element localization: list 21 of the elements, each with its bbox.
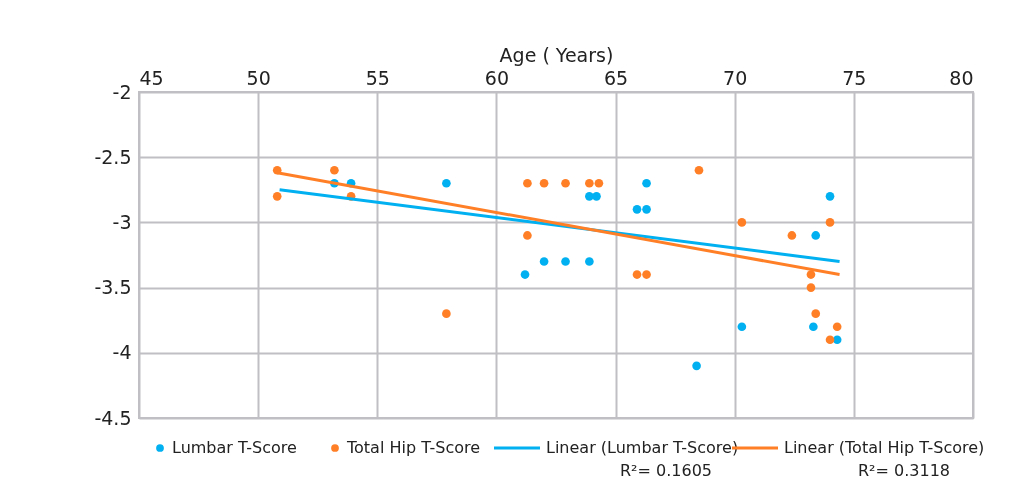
legend-label: Linear (Total Hip T-Score) [784, 438, 985, 457]
legend-label: Linear (Lumbar T-Score) [546, 438, 739, 457]
y-tick-label: -3 [112, 210, 132, 233]
x-tick-label: 70 [723, 66, 748, 89]
x-tick-label: 55 [365, 66, 390, 89]
x-tick-label: 60 [484, 66, 510, 89]
legend-label: Lumbar T-Score [172, 438, 297, 457]
x-tick-label: 45 [139, 66, 164, 89]
y-tick-label: -2 [112, 80, 132, 103]
x-tick-label: 50 [246, 66, 271, 89]
text: R²= 0.1605 [619, 461, 713, 480]
legend-label: Total Hip T-Score [346, 438, 481, 457]
y-tick-label: -3.5 [94, 276, 132, 299]
x-tick-label: 75 [842, 66, 867, 89]
y-tick-label: -2.5 [94, 145, 132, 168]
x-tick-label: 80 [949, 66, 974, 89]
y-tick-label: -4 [112, 341, 132, 364]
x-axis-title: Age ( Years) [499, 43, 614, 66]
text: R²= 0.3118 [857, 461, 951, 480]
y-tick-label: -4.5 [94, 406, 132, 429]
x-tick-label: 65 [603, 66, 629, 89]
